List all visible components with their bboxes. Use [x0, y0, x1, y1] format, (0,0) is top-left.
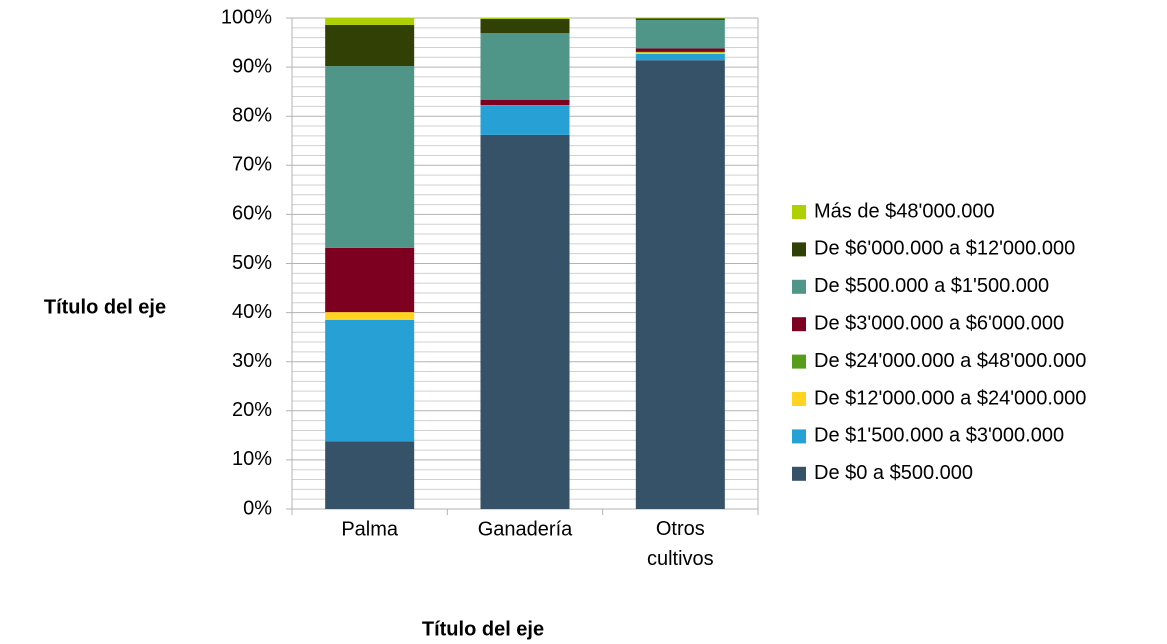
x-tick-label-line: Otros — [656, 518, 705, 540]
legend-label: De $1'500.000 a $3'000.000 — [814, 425, 1064, 447]
y-axis-title: Título del eje — [44, 296, 166, 318]
y-tick-label: 80% — [232, 104, 272, 126]
bar-segment — [480, 134, 570, 509]
y-tick-label: 90% — [232, 55, 272, 77]
legend-swatch — [792, 354, 806, 369]
legend-swatch — [792, 317, 806, 332]
bar-segment — [325, 18, 415, 25]
y-tick-label: 30% — [232, 350, 272, 372]
legend-label: De $12'000.000 a $24'000.000 — [814, 387, 1086, 409]
bar-segment — [325, 66, 415, 248]
bar-segment — [635, 19, 725, 49]
legend-label: De $6'000.000 a $12'000.000 — [814, 238, 1075, 260]
legend-label: De $500.000 a $1'500.000 — [814, 275, 1049, 297]
y-tick-label: 60% — [232, 203, 272, 225]
y-tick-label: 70% — [232, 154, 272, 176]
legend-swatch — [792, 279, 806, 294]
x-tick-label: Otros cultivos — [647, 518, 714, 570]
bar-segment — [635, 18, 725, 20]
bar-segment — [325, 312, 415, 320]
legend-label: De $3'000.000 a $6'000.000 — [814, 312, 1064, 334]
y-tick-label: 10% — [232, 448, 272, 470]
y-tick-label: 50% — [232, 252, 272, 274]
x-tick-label-line: cultivos — [647, 548, 714, 570]
bar-segment — [325, 247, 415, 313]
legend-swatch — [792, 466, 806, 481]
bar-segment — [480, 105, 570, 135]
y-tick-label: 100% — [221, 6, 272, 28]
bar-segment — [635, 60, 725, 509]
bar-segment — [635, 48, 725, 52]
bar-segment — [325, 319, 415, 442]
bar-segment — [325, 24, 415, 67]
legend-swatch — [792, 242, 806, 257]
legend-label: Más de $48'000.000 — [814, 200, 995, 222]
y-tick-label: 40% — [232, 301, 272, 323]
bar-segment — [635, 52, 725, 54]
legend-swatch — [792, 392, 806, 406]
bar-segment — [480, 33, 570, 100]
bar-segment — [480, 18, 570, 34]
bar-segment — [480, 99, 570, 106]
bar-segment — [635, 53, 725, 61]
x-tick-label: Ganadería — [478, 518, 573, 540]
bar-segment — [325, 441, 415, 509]
bar-segment — [480, 18, 570, 19]
y-tick-label: 20% — [232, 399, 272, 421]
legend-label: De $24'000.000 a $48'000.000 — [814, 350, 1086, 372]
y-tick-label: 0% — [243, 497, 272, 519]
legend-swatch — [792, 205, 806, 219]
legend-label: De $0 a $500.000 — [814, 462, 973, 484]
x-axis-title: Título del eje — [422, 618, 544, 640]
x-tick-label: Palma — [341, 518, 399, 540]
legend-swatch — [792, 429, 806, 444]
